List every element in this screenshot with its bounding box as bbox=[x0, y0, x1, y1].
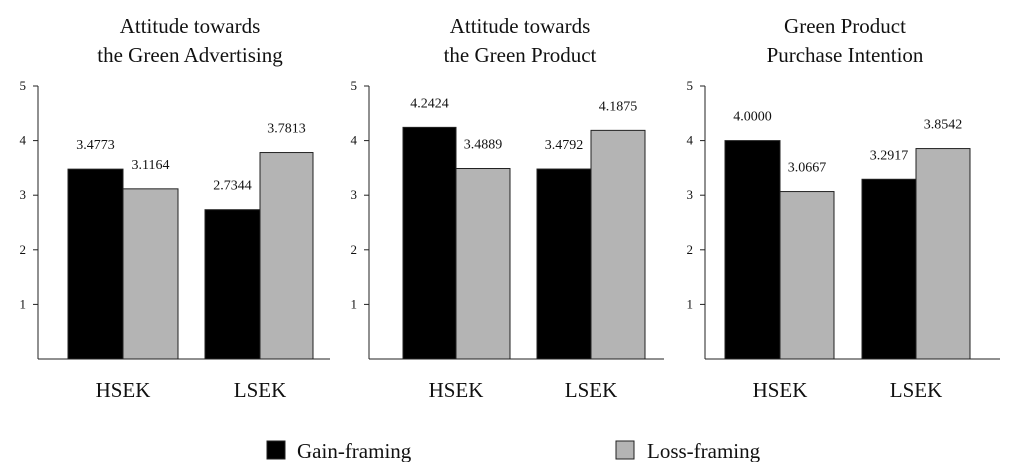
y-tick-label: 5 bbox=[687, 78, 694, 93]
bar-hsek-gain-framing bbox=[724, 140, 781, 360]
legend: Gain-framing Loss-framing bbox=[266, 439, 761, 462]
y-tick-label: 3 bbox=[687, 187, 694, 202]
chart-title-line: the Green Advertising bbox=[97, 43, 283, 67]
bar-lsek-loss-framing bbox=[915, 148, 971, 360]
chart-panel-3: Green Product Purchase Intention 1 2 3 4 5 4.00… bbox=[687, 14, 1000, 402]
category-label-lsek: LSEK bbox=[565, 378, 618, 402]
data-label: 3.4792 bbox=[545, 138, 584, 153]
data-label: 4.1875 bbox=[599, 99, 638, 114]
y-tick-label: 4 bbox=[351, 133, 358, 148]
legend-label-gain-framing: Gain-framing bbox=[297, 439, 412, 462]
category-label-lsek: LSEK bbox=[890, 378, 943, 402]
chart-panel-1: Attitude towards the Green Advertising 1 2 3… bbox=[20, 14, 330, 402]
data-label: 3.4773 bbox=[76, 138, 115, 153]
y-tick-label: 5 bbox=[351, 78, 358, 93]
chart-title-line: the Green Product bbox=[444, 43, 597, 67]
bar-lsek-loss-framing bbox=[259, 152, 314, 360]
y-tick-label: 5 bbox=[20, 78, 27, 93]
bar-lsek-loss-framing bbox=[590, 129, 646, 360]
y-tick-label: 4 bbox=[687, 133, 694, 148]
legend-swatch-gain-framing bbox=[266, 440, 286, 460]
chart-title-line: Purchase Intention bbox=[767, 43, 924, 67]
y-tick-label: 4 bbox=[20, 133, 27, 148]
bar-hsek-gain-framing bbox=[402, 126, 457, 360]
bar-hsek-loss-framing bbox=[779, 191, 835, 360]
chart-panel-2: Attitude towards the Green Product 1 2 3 4 5 4.… bbox=[351, 14, 664, 402]
bar-hsek-loss-framing bbox=[122, 188, 179, 360]
y-tick-label: 1 bbox=[351, 296, 358, 311]
y-tick-label: 3 bbox=[20, 187, 27, 202]
bar-lsek-gain-framing bbox=[536, 168, 592, 360]
bar-hsek-gain-framing bbox=[67, 168, 124, 360]
y-tick-label: 2 bbox=[351, 242, 358, 257]
chart-title-line: Attitude towards bbox=[120, 14, 261, 38]
y-tick-label: 1 bbox=[20, 296, 27, 311]
category-label-lsek: LSEK bbox=[234, 378, 287, 402]
chart-title-line: Green Product bbox=[784, 14, 906, 38]
data-label: 3.1164 bbox=[132, 158, 170, 173]
data-label: 2.7344 bbox=[213, 179, 252, 194]
bar-hsek-loss-framing bbox=[455, 168, 511, 360]
data-label: 3.8542 bbox=[924, 118, 963, 133]
category-label-hsek: HSEK bbox=[96, 378, 151, 402]
y-tick-label: 2 bbox=[687, 242, 694, 257]
data-label: 4.2424 bbox=[410, 96, 449, 111]
chart-title-line: Attitude towards bbox=[450, 14, 591, 38]
legend-label-loss-framing: Loss-framing bbox=[647, 439, 761, 462]
y-tick-label: 1 bbox=[687, 296, 694, 311]
data-label: 3.2917 bbox=[870, 148, 909, 163]
category-label-hsek: HSEK bbox=[753, 378, 808, 402]
y-tick-label: 3 bbox=[351, 187, 358, 202]
data-label: 3.7813 bbox=[267, 122, 306, 137]
data-label: 3.0667 bbox=[788, 161, 827, 176]
y-tick-label: 2 bbox=[20, 242, 27, 257]
bar-lsek-gain-framing bbox=[861, 178, 917, 360]
bar-lsek-gain-framing bbox=[204, 209, 261, 360]
legend-swatch-loss-framing bbox=[615, 440, 635, 460]
data-label: 4.0000 bbox=[733, 110, 772, 125]
data-label: 3.4889 bbox=[464, 138, 503, 153]
category-label-hsek: HSEK bbox=[429, 378, 484, 402]
